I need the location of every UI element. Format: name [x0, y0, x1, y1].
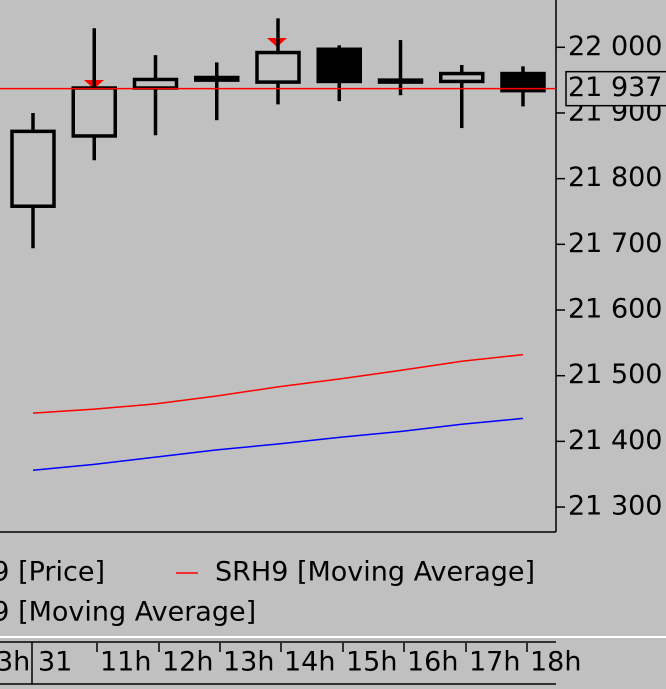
candle-body: [194, 75, 240, 82]
price-label: 21 937: [568, 72, 662, 103]
y-tick-label: 21 300: [568, 491, 662, 522]
timeline-label: 31: [38, 647, 72, 678]
y-tick-label: 21 800: [568, 162, 662, 193]
candle-body: [439, 71, 485, 84]
legend-label: H9 [Price]: [0, 557, 105, 588]
y-tick-label: 21 600: [568, 294, 662, 325]
y-tick-label: 21 700: [568, 228, 662, 259]
y-tick-label: 22 000: [568, 31, 662, 62]
timeline-label: 3h: [0, 647, 30, 678]
candle-body: [132, 77, 179, 90]
candle-body: [71, 86, 117, 138]
candle-body: [316, 47, 362, 84]
timeline-label: 16h: [407, 647, 458, 678]
candle-body: [10, 129, 56, 208]
timeline-label: 18h: [530, 647, 581, 678]
legend-label: H9 [Moving Average]: [0, 597, 256, 628]
timeline-label: 15h: [346, 647, 397, 678]
ma-line: [32, 353, 524, 414]
timeline-strip: [0, 638, 666, 689]
y-tick-label: 21 400: [568, 425, 662, 456]
candle-body: [500, 71, 546, 93]
timeline-label: 11h: [100, 647, 151, 678]
timeline-label: 12h: [162, 647, 213, 678]
timeline-label: 13h: [223, 647, 274, 678]
legend-label: SRH9 [Moving Average]: [215, 557, 535, 588]
timeline-label: 14h: [284, 647, 335, 678]
candle-body: [377, 78, 424, 84]
candle-body: [255, 50, 301, 84]
timeline-label: 17h: [469, 647, 520, 678]
y-tick-label: 21 500: [568, 359, 662, 390]
ma-line: [32, 417, 524, 472]
price-label-box: [565, 70, 666, 107]
